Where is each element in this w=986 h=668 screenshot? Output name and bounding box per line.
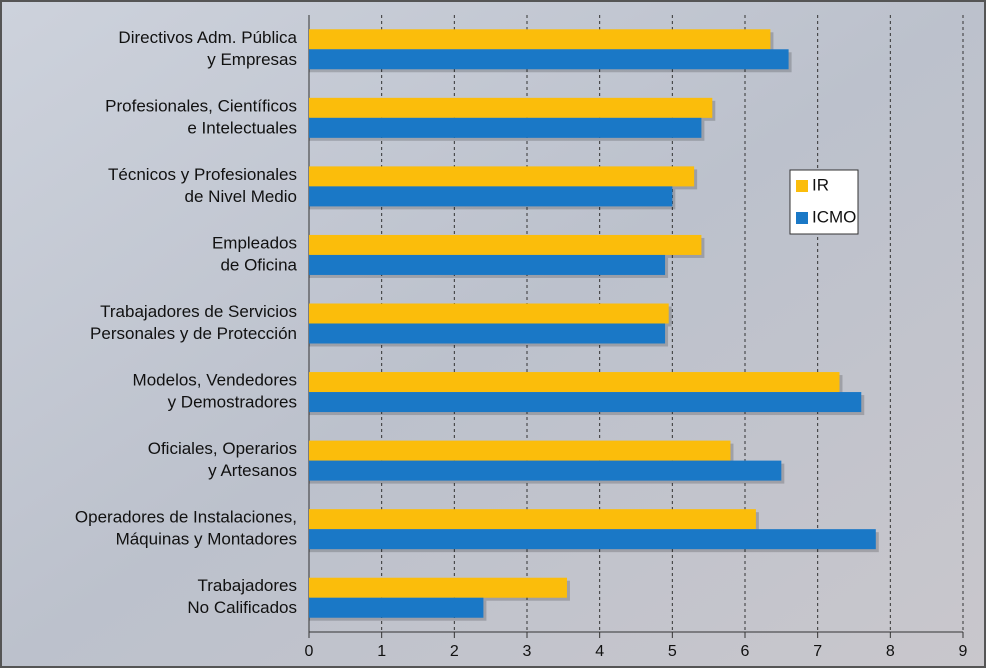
chart: 0 1 2 3 4 5 6 7 8 9 Directivos Adm. Pública y Empre… [0,0,986,668]
x-tick-label: 5 [668,643,677,660]
bar [309,186,672,206]
bar [309,461,781,481]
x-tick-label: 1 [377,643,386,660]
bar [309,118,701,138]
x-tick-label: 6 [741,643,750,660]
bar [309,304,669,324]
bar [309,372,839,392]
bar [309,509,756,529]
y-tick-label: Trabajadores de Servicios [100,302,297,321]
y-tick-label: Empleados [212,233,297,252]
bar [309,166,694,186]
bar [309,255,665,275]
bar [309,441,730,461]
x-tick-label: 3 [523,643,532,660]
y-tick-label: Modelos, Vendedores [133,371,297,390]
y-tick-label: y Artesanos [208,461,297,480]
y-tick-label: Oficiales, Operarios [148,439,297,458]
y-tick-label: Máquinas y Montadores [116,530,297,549]
y-tick-label: Profesionales, Científicos [105,96,297,115]
y-tick-label: y Empresas [207,50,297,69]
y-tick-label: y Demostradores [168,393,297,412]
x-tick-label: 9 [959,643,968,660]
bar [309,49,789,69]
y-tick-label: e Intelectuales [187,118,297,137]
x-tick-label: 4 [595,643,604,660]
x-tick-label: 0 [305,643,314,660]
y-tick-label: Técnicos y Profesionales [108,165,297,184]
bar [309,98,712,118]
bar [309,598,483,618]
y-tick-label: Operadores de Instalaciones, [75,508,297,527]
legend-label: IR [812,175,829,194]
bar [309,392,861,412]
legend-swatch [796,180,808,192]
y-tick-label: de Nivel Medio [185,187,297,206]
y-tick-label: Trabajadores [197,576,297,595]
bar [309,235,701,255]
bar [309,529,876,549]
y-tick-label: Directivos Adm. Pública [118,28,297,47]
x-tick-label: 7 [813,643,822,660]
bar [309,29,770,49]
y-tick-label: No Calificados [187,598,297,617]
bar [309,324,665,344]
y-tick-label: Personales y de Protección [90,324,297,343]
x-tick-label: 2 [450,643,459,660]
legend-label: ICMO [812,207,856,226]
y-tick-label: de Oficina [220,255,297,274]
legend-swatch [796,212,808,224]
x-tick-label: 8 [886,643,895,660]
bar [309,578,567,598]
